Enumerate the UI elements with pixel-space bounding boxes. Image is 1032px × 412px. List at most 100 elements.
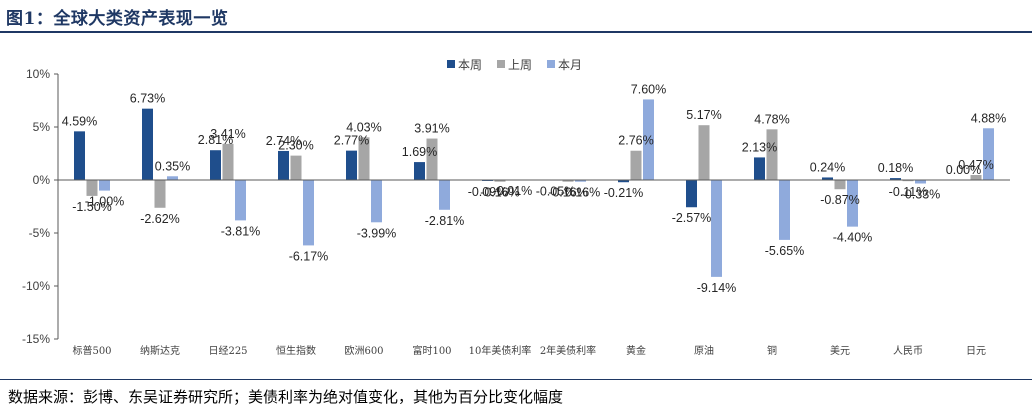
legend-swatch-本月 xyxy=(547,60,555,68)
source-note: 数据来源：彭博、东吴证券研究所；美债利率为绝对值变化，其他为百分比变化幅度 xyxy=(8,388,564,406)
bar-上周-铜 xyxy=(766,129,778,180)
bar-本周-欧洲600 xyxy=(346,150,357,180)
value-label: 4.03% xyxy=(346,120,381,134)
value-label: -1.50% xyxy=(72,200,112,214)
value-label: -4.40% xyxy=(833,231,873,245)
bar-本月-原油 xyxy=(711,180,722,277)
bar-本周-人民币 xyxy=(890,178,901,180)
value-label: -0.11% xyxy=(889,185,928,199)
category-label: 欧洲600 xyxy=(344,345,383,357)
bar-本月-2年美债利率 xyxy=(575,180,586,182)
category-label: 黄金 xyxy=(626,344,646,357)
value-label: 0.35% xyxy=(155,159,190,173)
title-rule xyxy=(0,31,1032,33)
legend-label: 本月 xyxy=(558,58,582,72)
value-label: 2.77% xyxy=(334,134,369,148)
bar-上周-欧洲600 xyxy=(358,137,370,180)
bar-上周-2年美债利率 xyxy=(562,180,574,182)
value-label: -0.05% xyxy=(536,185,576,199)
value-label: 4.59% xyxy=(62,114,97,128)
bar-上周-美元 xyxy=(834,180,846,190)
value-label: -3.99% xyxy=(357,226,397,240)
category-label: 日元 xyxy=(966,346,986,357)
category-label: 美元 xyxy=(830,344,850,357)
bar-上周-标普500 xyxy=(86,180,98,196)
category-label: 铜 xyxy=(767,345,777,357)
bar-本周-美元 xyxy=(822,177,833,180)
y-tick-label: 0% xyxy=(33,173,51,187)
category-label: 富时100 xyxy=(412,344,451,357)
bar-上周-纳斯达克 xyxy=(154,180,166,208)
bar-上周-人民币 xyxy=(902,180,914,182)
value-label: 5.17% xyxy=(686,108,721,122)
bar-本周-标普500 xyxy=(74,131,85,180)
bar-本月-纳斯达克 xyxy=(167,176,178,180)
legend-label: 上周 xyxy=(508,58,532,72)
value-label: -0.87% xyxy=(820,193,860,207)
value-label: 1.69% xyxy=(402,145,437,159)
bar-上周-日经225 xyxy=(222,143,234,180)
value-label: -5.65% xyxy=(765,244,805,258)
bar-本月-富时100 xyxy=(439,180,450,210)
value-label: -0.16% xyxy=(561,186,601,200)
value-label: 2.76% xyxy=(618,134,653,148)
bar-本月-恒生指数 xyxy=(303,180,314,246)
bar-本周-铜 xyxy=(754,157,765,180)
value-label: 0.00% xyxy=(946,163,981,177)
category-label: 原油 xyxy=(694,344,714,357)
bar-上周-恒生指数 xyxy=(290,155,302,180)
value-label: -0.21% xyxy=(604,186,644,200)
category-label: 纳斯达克 xyxy=(140,344,180,357)
bar-上周-日元 xyxy=(970,175,982,180)
category-label: 10年美债利率 xyxy=(469,344,532,357)
category-label: 2年美债利率 xyxy=(540,344,596,357)
bar-本月-黄金 xyxy=(643,99,654,180)
legend-swatch-本周 xyxy=(447,60,455,68)
value-label: -6.17% xyxy=(289,249,329,263)
bars xyxy=(74,99,994,277)
bar-本月-人民币 xyxy=(915,180,926,184)
y-tick-label: 5% xyxy=(33,120,51,134)
bar-本月-美元 xyxy=(847,180,858,227)
value-label: -0.16% xyxy=(548,186,588,200)
value-label: 0.18% xyxy=(878,161,913,175)
y-tick-label: -5% xyxy=(29,226,51,240)
footer-rule xyxy=(0,379,1032,380)
value-label: -3.81% xyxy=(221,224,261,238)
value-label: -0.16% xyxy=(480,186,520,200)
x-axis-labels: 标普500 纳斯达克 日经225 恒生指数 欧洲600 富时100 10年美债利率 2年美债利… xyxy=(72,344,986,357)
value-label: -2.81% xyxy=(425,214,465,228)
category-label: 人民币 xyxy=(893,345,923,357)
value-label: 3.41% xyxy=(210,127,245,141)
value-label: 0.24% xyxy=(810,160,845,174)
bar-本月-欧洲600 xyxy=(371,180,382,223)
bar-上周-10年美债利率 xyxy=(494,180,506,182)
value-label: 2.30% xyxy=(278,139,313,153)
bar-本月-标普500 xyxy=(99,180,110,191)
bar-本周-日经225 xyxy=(210,150,221,180)
bar-本月-日元 xyxy=(983,128,994,180)
value-label: -2.57% xyxy=(672,211,712,225)
value-label: 2.13% xyxy=(742,140,777,154)
value-label: 7.60% xyxy=(631,82,666,96)
legend-label: 本周 xyxy=(458,58,482,72)
value-labels: 4.59%6.73%2.81% 2.74% 2.77%1.69%-0.09% -0.0… xyxy=(62,82,1006,294)
value-label: -0.01% xyxy=(493,184,533,198)
value-label: -2.62% xyxy=(140,212,180,226)
y-axis: 10% 5% 0% -5% -10% -15% xyxy=(22,67,59,346)
value-label: 6.73% xyxy=(130,92,165,106)
y-tick-label: -10% xyxy=(22,279,50,293)
value-label: 4.78% xyxy=(754,112,789,126)
value-label: 2.74% xyxy=(266,134,301,148)
y-tick-label: -15% xyxy=(22,332,50,346)
value-label: 0.47% xyxy=(958,158,993,172)
bar-本周-富时100 xyxy=(414,162,425,180)
figure-title: 图1：全球大类资产表现一览 xyxy=(6,9,229,29)
value-label: -0.09% xyxy=(468,185,508,199)
legend-swatch-上周 xyxy=(497,60,505,68)
value-label: 2.81% xyxy=(198,133,233,147)
value-label: 3.91% xyxy=(414,122,449,136)
bar-本周-黄金 xyxy=(618,180,629,183)
bar-本周-原油 xyxy=(686,180,697,208)
bar-本月-日经225 xyxy=(235,180,246,221)
